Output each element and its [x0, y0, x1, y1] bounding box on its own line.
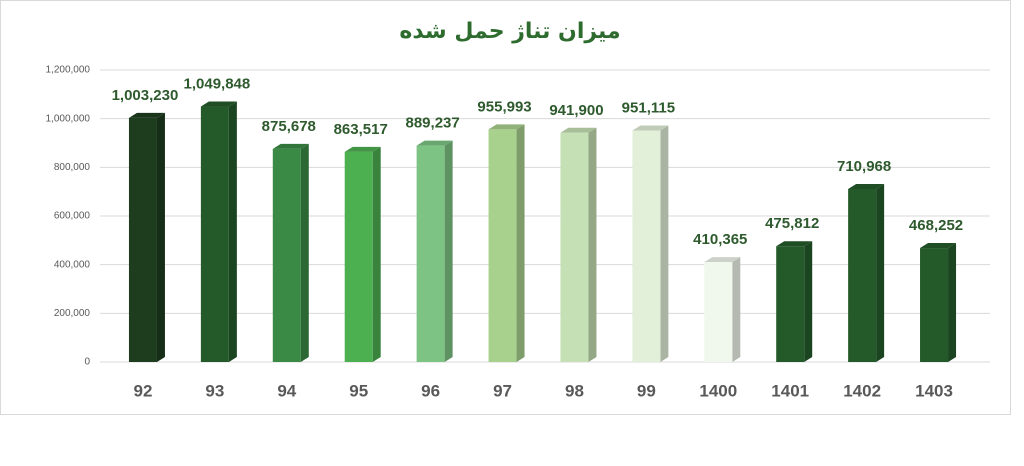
bar	[128, 117, 157, 362]
bar-top	[344, 146, 381, 152]
bar	[848, 188, 877, 362]
bar-side	[372, 146, 381, 362]
bar-side	[300, 143, 309, 362]
y-tick-label: 1,200,000	[46, 65, 91, 76]
x-tick-label: 99	[637, 381, 656, 400]
bar-top	[488, 124, 525, 130]
bar	[704, 262, 733, 362]
bar-top	[704, 257, 741, 263]
bar	[272, 148, 301, 362]
y-tick-label: 400,000	[54, 259, 91, 270]
value-label: 951,115	[622, 100, 675, 117]
bar-top	[920, 243, 957, 249]
x-tick-label: 1401	[771, 381, 809, 400]
value-label: 475,812	[765, 215, 819, 232]
bar-top	[560, 127, 597, 133]
bar-side	[948, 243, 957, 362]
bar	[416, 145, 445, 362]
x-tick-label: 98	[565, 381, 584, 400]
bar-side	[156, 112, 165, 362]
bar-top	[848, 183, 885, 189]
x-tick-label: 97	[493, 381, 512, 400]
bar-side	[804, 241, 813, 362]
value-label: 1,003,230	[112, 87, 179, 104]
bar-side	[228, 101, 237, 362]
bar-side	[444, 140, 453, 362]
value-label: 875,678	[262, 118, 316, 135]
x-tick-label: 93	[205, 381, 224, 400]
bar-top	[200, 101, 237, 107]
bar	[200, 106, 229, 362]
value-label: 941,900	[549, 102, 603, 119]
x-tick-label: 1403	[915, 381, 953, 400]
bar-top	[416, 140, 453, 146]
bar-side	[516, 124, 525, 363]
value-label: 710,968	[837, 158, 891, 175]
chart-title: میزان تناژ حمل شده	[399, 19, 620, 44]
bar	[344, 151, 373, 362]
bar-side	[660, 125, 669, 363]
y-tick-label: 800,000	[54, 162, 91, 173]
value-label: 410,365	[693, 231, 747, 248]
bar-top	[632, 125, 669, 131]
bar-top	[776, 241, 813, 247]
value-label: 1,049,848	[184, 76, 251, 93]
x-tick-label: 95	[349, 381, 368, 400]
value-label: 955,993	[477, 98, 531, 115]
bar-top	[272, 143, 309, 149]
value-label: 863,517	[334, 121, 388, 138]
x-tick-label: 94	[277, 381, 296, 400]
x-tick-label: 1402	[843, 381, 881, 400]
x-tick-label: 96	[421, 381, 440, 400]
bar	[776, 246, 805, 362]
value-label: 889,237	[406, 115, 460, 132]
bar	[920, 248, 949, 362]
y-tick-label: 1,000,000	[46, 113, 91, 124]
bar	[560, 132, 589, 362]
bar-top	[128, 112, 165, 118]
value-label: 468,252	[909, 217, 963, 234]
bar	[632, 130, 661, 362]
bar-side	[876, 183, 885, 362]
y-tick-label: 200,000	[54, 308, 91, 319]
x-tick-label: 92	[133, 381, 152, 400]
bar	[488, 129, 517, 362]
y-tick-label: 600,000	[54, 211, 91, 222]
y-tick-label: 0	[84, 357, 90, 368]
bar-side	[588, 127, 597, 362]
x-tick-label: 1400	[699, 381, 737, 400]
bar-side	[732, 257, 741, 362]
